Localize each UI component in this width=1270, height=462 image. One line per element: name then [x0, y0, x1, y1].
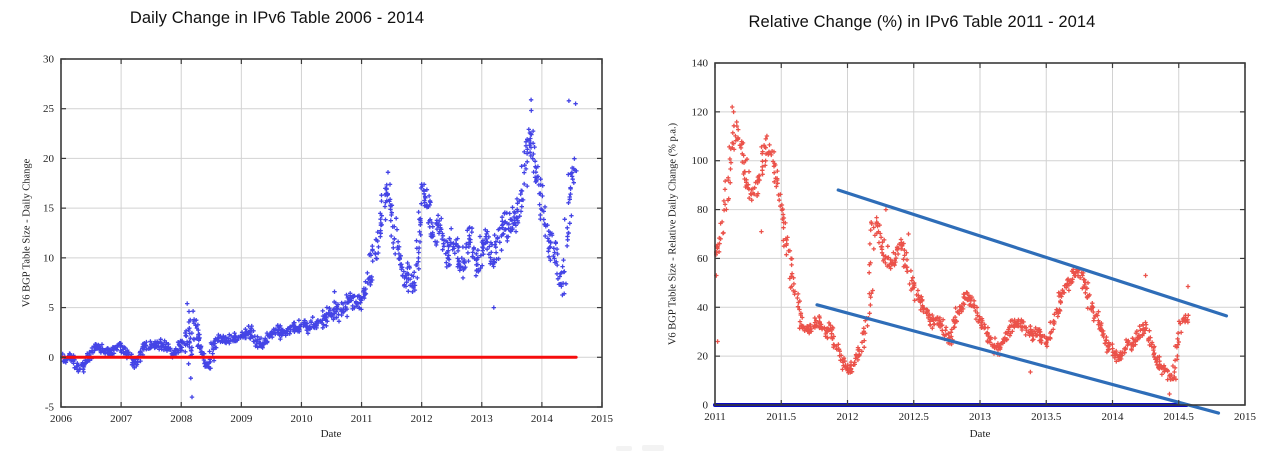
x-tick-label: 2012 — [837, 411, 859, 423]
y-tick-label: 0 — [49, 352, 55, 364]
plot-daily-change: 2006 2007 2008 2009 2010 2011 2012 2013 2014 2015… — [43, 54, 614, 426]
x-tick-label: 2015 — [1234, 411, 1257, 423]
y-tick-label: 120 — [692, 106, 709, 118]
x-tick-label: 2009 — [230, 413, 253, 425]
upper-trend-channel — [836, 188, 1229, 318]
x-axis-label-relative-change: Date — [969, 428, 991, 440]
y-tick-label: 80 — [697, 204, 709, 216]
x-tick-label: 2015 — [591, 413, 614, 425]
x-tick-label: 2014 — [531, 413, 554, 425]
chart-title-relative-change: Relative Change (%) in IPv6 Table 2011 -… — [748, 13, 1096, 31]
chart-relative-change: Relative Change (%) in IPv6 Table 2011 -… — [635, 0, 1270, 462]
x-tick-label: 2011 — [351, 413, 373, 425]
y-tick-label: 40 — [697, 302, 709, 314]
chart-title-daily-change: Daily Change in IPv6 Table 2006 - 2014 — [129, 9, 425, 27]
y-tick-label: 5 — [49, 302, 55, 314]
x-tick-label: 2011.5 — [766, 411, 796, 423]
y-tick-label: 20 — [43, 153, 55, 165]
scan-artifact — [616, 446, 632, 451]
y-tick-label: 0 — [703, 400, 709, 412]
x-tick-label: 2013 — [471, 413, 494, 425]
y-tick-label: 10 — [43, 252, 55, 264]
x-tick-label: 2012.5 — [899, 411, 930, 423]
lower-trend-channel — [815, 303, 1221, 415]
x-tick-label: 2006 — [50, 413, 73, 425]
v6-daily-change-points — [60, 97, 579, 400]
x-tick-label: 2013.5 — [1031, 411, 1062, 423]
y-tick-label: 30 — [43, 54, 55, 66]
y-tick-label: -5 — [45, 402, 55, 414]
plot-border — [60, 58, 603, 408]
x-tick-label: 2010 — [290, 413, 313, 425]
plot-relative-change: 2011 2011.5 2012 2012.5 2013 2013.5 2014 2014.5… — [692, 58, 1257, 424]
y-tick-label: 100 — [692, 155, 709, 167]
x-tick-label: 2012 — [411, 413, 433, 425]
y-tick-label: 15 — [43, 203, 55, 215]
x-tick-label: 2008 — [170, 413, 193, 425]
v6-relative-change-points — [714, 104, 1191, 397]
y-tick-label: 60 — [697, 253, 709, 265]
x-tick-label: 2014 — [1102, 411, 1125, 423]
x-axis-label-daily-change: Date — [320, 428, 342, 440]
y-tick-label: 20 — [697, 351, 709, 363]
x-tick-label: 2014.5 — [1164, 411, 1195, 423]
scan-artifact — [642, 445, 664, 451]
x-tick-label: 2013 — [969, 411, 992, 423]
chart-daily-change: Daily Change in IPv6 Table 2006 - 2014 V… — [22, 9, 614, 440]
y-tick-label: 25 — [43, 103, 55, 115]
y-tick-label: 140 — [692, 58, 709, 70]
x-tick-label: 2011 — [704, 411, 726, 423]
x-tick-label: 2007 — [110, 413, 133, 425]
